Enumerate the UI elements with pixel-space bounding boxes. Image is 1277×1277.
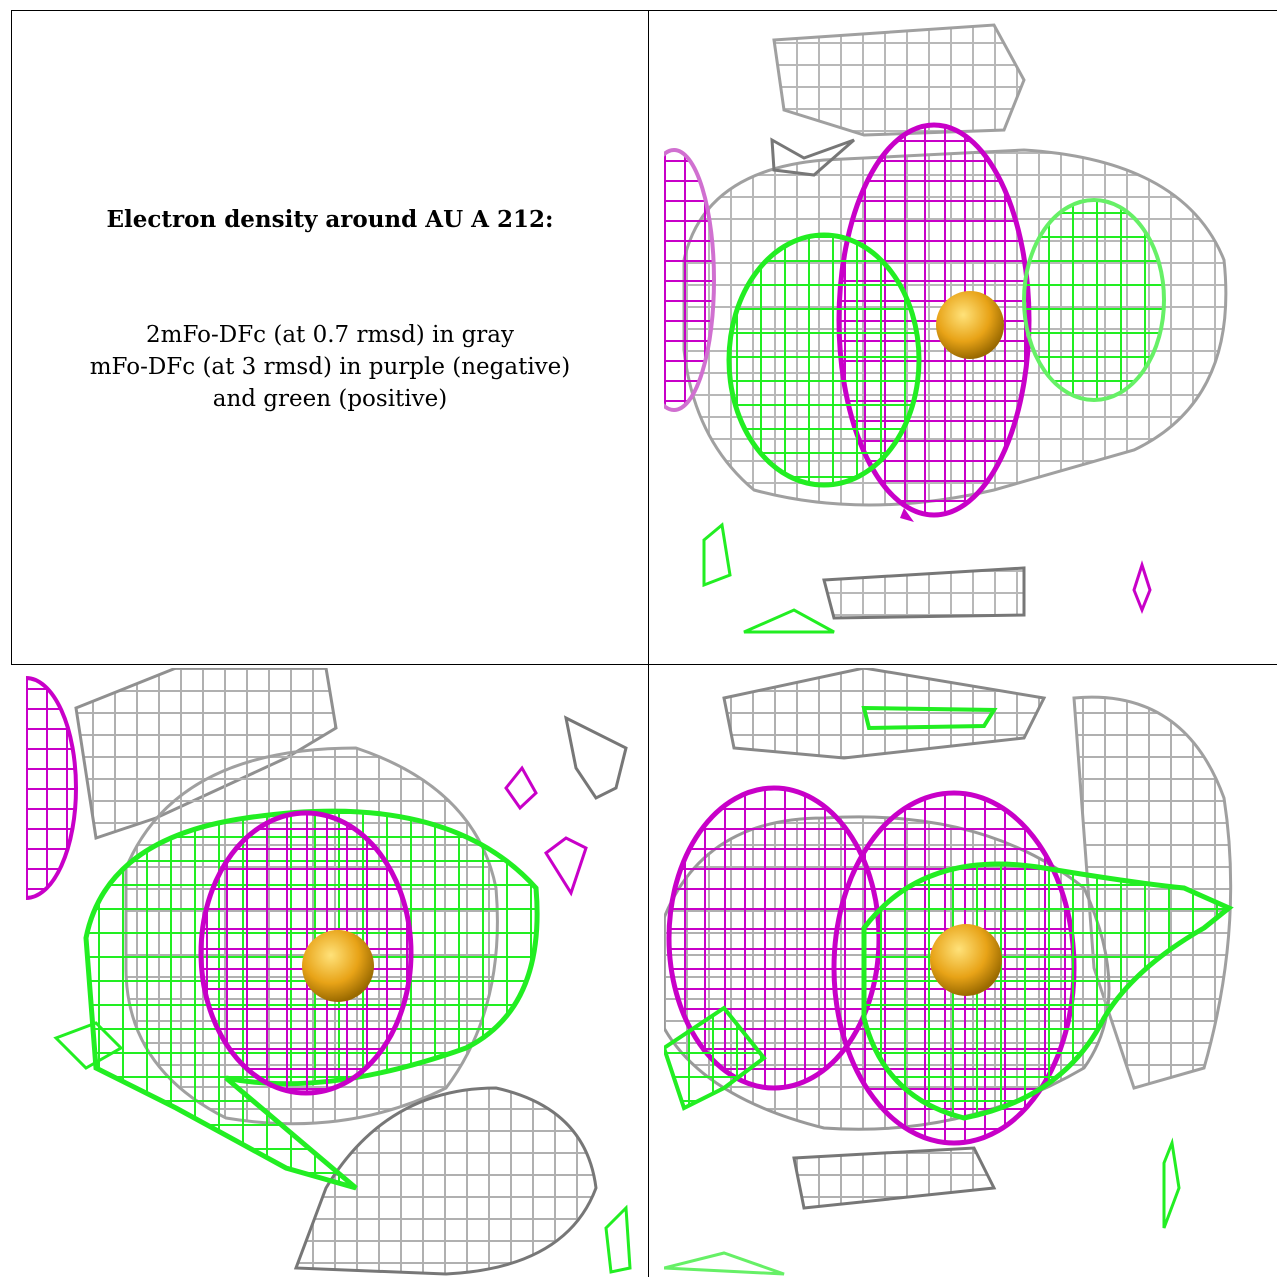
gold-atom: [936, 291, 1004, 359]
table-border-top: [11, 10, 1277, 11]
caption-line-difference: mFo-DFc (at 3 rmsd) in purple (negative): [89, 354, 571, 380]
table-divider-vertical: [648, 10, 649, 1277]
gold-atom: [930, 924, 1002, 996]
caption-line-positive: and green (positive): [212, 386, 448, 412]
green-mesh-region: [702, 198, 1166, 634]
density-view-2: [26, 668, 632, 1277]
caption-cell: Electron density around AU A 212: 2mFo-D…: [12, 10, 648, 660]
caption-title: Electron density around AU A 212:: [106, 206, 554, 233]
table-border-left: [11, 10, 12, 665]
caption-line-gray: 2mFo-DFc (at 0.7 rmsd) in gray: [146, 322, 514, 348]
table-divider-horizontal: [11, 664, 1277, 665]
gold-atom: [302, 930, 374, 1002]
density-view-3: [664, 668, 1270, 1277]
density-view-1: [664, 20, 1270, 634]
